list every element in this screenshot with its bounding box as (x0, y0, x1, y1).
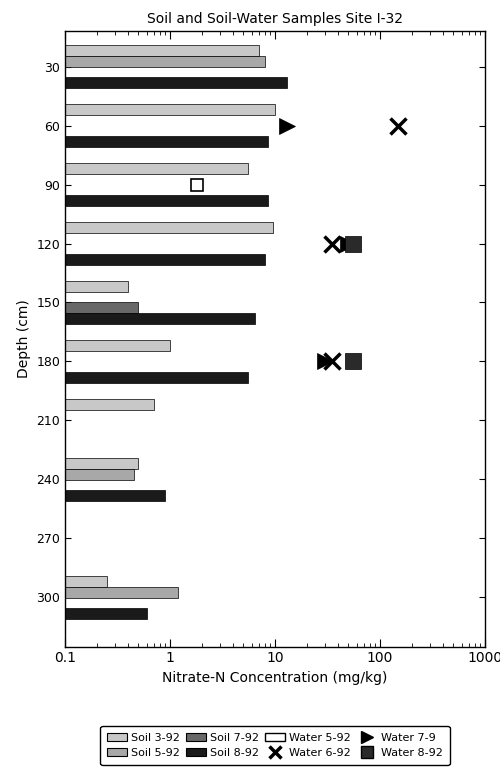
Bar (0, 222, 272, 233)
Bar (0, 490, 165, 501)
Bar (0, 313, 256, 323)
Bar (0, 104, 275, 115)
Bar (0, 372, 248, 382)
Bar (0, 254, 265, 265)
Legend: Soil 3-92, Soil 5-92, Soil 7-92, Soil 8-92, Water 5-92, Water 6-92, Water 7-9, W: Soil 3-92, Soil 5-92, Soil 7-92, Soil 8-… (100, 726, 450, 765)
Bar (0, 56, 265, 67)
Bar (0, 302, 138, 313)
Bar (0, 400, 154, 410)
Bar (0, 136, 268, 146)
Bar (0, 164, 248, 174)
Bar (0, 576, 107, 587)
Bar (0, 608, 146, 619)
Bar (0, 587, 178, 597)
Bar (0, 45, 258, 56)
Bar (0, 469, 134, 480)
Title: Soil and Soil-Water Samples Site I-32: Soil and Soil-Water Samples Site I-32 (147, 12, 403, 26)
Bar (0, 458, 138, 469)
Bar (0, 281, 128, 292)
X-axis label: Nitrate-N Concentration (mg/kg): Nitrate-N Concentration (mg/kg) (162, 671, 388, 685)
Bar (0, 195, 268, 206)
Bar (0, 77, 287, 88)
Y-axis label: Depth (cm): Depth (cm) (16, 299, 30, 379)
Bar (0, 340, 170, 351)
